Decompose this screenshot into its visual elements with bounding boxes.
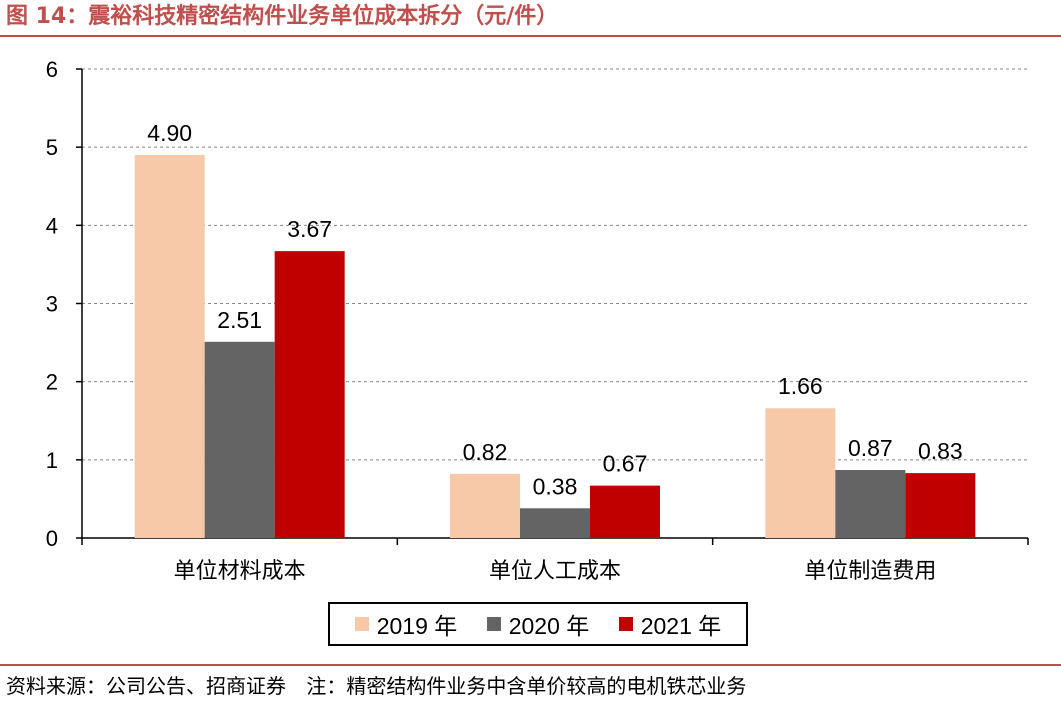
- footer-divider: [0, 664, 1061, 666]
- bar: [450, 473, 520, 538]
- bar: [204, 341, 275, 538]
- data-label: 0.82: [463, 439, 508, 465]
- y-tick-label: 4: [46, 213, 58, 238]
- data-label: 0.38: [533, 473, 578, 499]
- bar: [590, 485, 660, 538]
- legend-label-2020: 2020 年: [508, 613, 590, 639]
- bar: [520, 508, 590, 538]
- legend-swatch-2020: [486, 617, 501, 631]
- data-label: 4.90: [147, 120, 192, 146]
- footer-source: 资料来源：公司公告、招商证券: [6, 674, 286, 698]
- y-tick-label: 1: [46, 448, 58, 473]
- x-category-label: 单位制造费用: [804, 559, 936, 584]
- bar: [134, 154, 205, 538]
- y-tick-label: 6: [46, 57, 58, 82]
- legend-swatch-2021: [618, 617, 633, 631]
- bar: [905, 473, 976, 538]
- legend-swatch-2019: [354, 617, 369, 631]
- x-category-label: 单位人工成本: [489, 559, 621, 584]
- title-divider: [0, 35, 1061, 37]
- footer: 资料来源：公司公告、招商证券 注：精密结构件业务中含单价较高的电机铁芯业务: [6, 670, 760, 699]
- chart-title: 图 14：震裕科技精密结构件业务单位成本拆分（元/件）: [6, 4, 559, 29]
- footer-note: 注：精密结构件业务中含单价较高的电机铁芯业务: [306, 674, 747, 698]
- y-tick-label: 3: [46, 292, 58, 317]
- data-label: 0.67: [603, 451, 648, 477]
- data-label: 0.87: [848, 435, 893, 461]
- bar-chart: 0 1 2 3 4 5 6 4.90 2.51 3.67 单位材料成本 0.82 0.38 0.67 单位人…: [46, 57, 1029, 584]
- legend-item-2019: 2019 年: [354, 607, 458, 641]
- data-label: 0.83: [918, 438, 963, 464]
- bar: [274, 251, 345, 538]
- chart-legend: 2019 年 2020 年 2021 年: [328, 602, 748, 646]
- y-tick-label: 5: [46, 135, 58, 160]
- legend-item-2021: 2021 年: [618, 607, 722, 641]
- y-tick-label: 0: [46, 526, 58, 551]
- legend-label-2019: 2019 年: [376, 613, 458, 639]
- legend-label-2021: 2021 年: [640, 613, 722, 639]
- data-label: 1.66: [778, 373, 823, 399]
- x-category-label: 单位材料成本: [174, 559, 306, 584]
- legend-item-2020: 2020 年: [486, 607, 590, 641]
- bar: [765, 408, 836, 538]
- y-tick-label: 2: [46, 370, 58, 395]
- data-label: 3.67: [287, 216, 332, 242]
- data-label: 2.51: [217, 307, 262, 333]
- bar: [835, 469, 906, 538]
